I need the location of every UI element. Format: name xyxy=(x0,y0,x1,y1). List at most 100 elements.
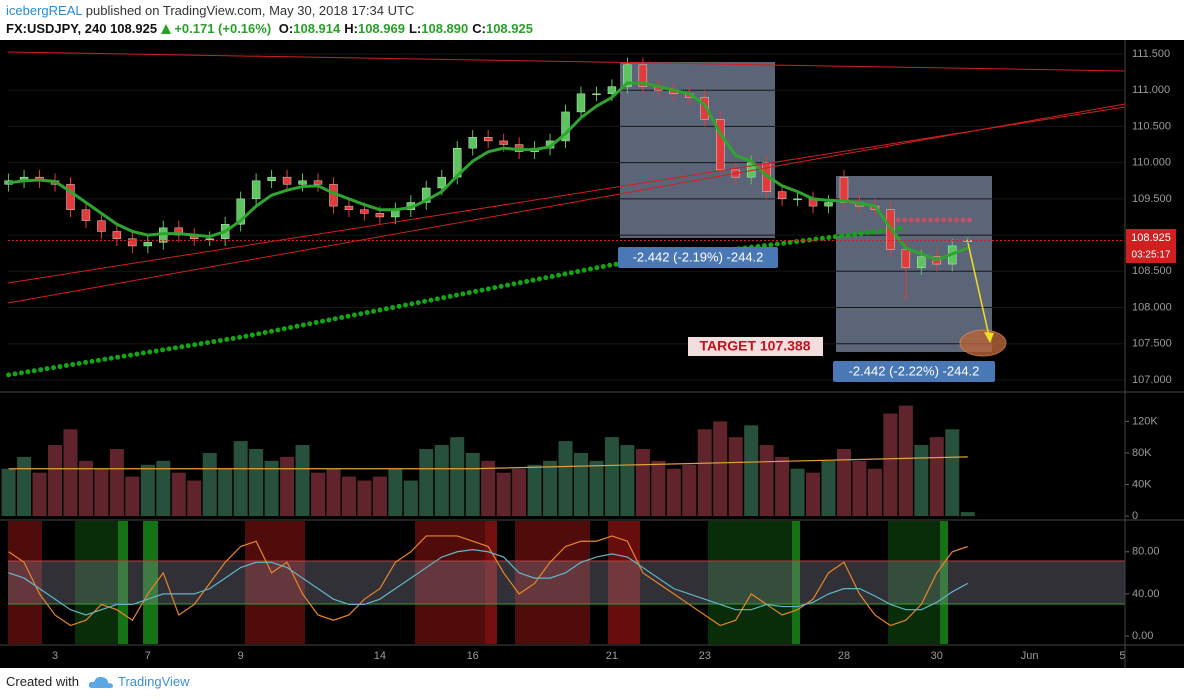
candle-body xyxy=(468,137,477,149)
volume-bar xyxy=(450,437,465,517)
volume-bar xyxy=(821,460,836,517)
published: published on TradingView.com, May 30, 20… xyxy=(85,3,415,18)
header-line: FX:USDJPY, 240 108.925 +0.171 (+0.16%) O… xyxy=(6,21,533,36)
footer-text: Created with xyxy=(6,674,79,689)
volume-bar xyxy=(218,468,233,517)
arrow-head xyxy=(984,332,994,343)
ohlc-label: L: xyxy=(408,21,422,36)
author[interactable]: icebergREAL xyxy=(6,3,83,18)
ohlc-value: 108.914 xyxy=(293,21,341,36)
volume-bar xyxy=(233,441,248,517)
ohlc-value: 108.925 xyxy=(485,21,533,36)
volume-bar xyxy=(852,460,867,517)
volume-bar xyxy=(744,425,759,517)
volume-bar xyxy=(883,413,898,517)
x-tick-label: Jun xyxy=(1021,650,1039,662)
candle-body xyxy=(963,240,972,242)
change: +0.171 (+0.16%) xyxy=(174,21,272,36)
measure-label: -2.442 (-2.19%) -244.2 xyxy=(633,249,764,264)
volume-bar xyxy=(249,449,264,517)
y-tick-label: 108.000 xyxy=(1132,301,1172,313)
volume-bar xyxy=(388,468,403,517)
candle-body xyxy=(716,118,725,171)
y-tick-label: 111.500 xyxy=(1132,48,1170,60)
volume-bar xyxy=(945,429,960,517)
price-label: 108.925 xyxy=(1131,232,1171,244)
candle-body xyxy=(344,205,354,210)
oscillator-line xyxy=(8,549,969,616)
volume-bar xyxy=(341,476,356,517)
ohlc-label: C: xyxy=(472,21,486,36)
volume-bar xyxy=(620,445,635,517)
ohlc-value: 108.969 xyxy=(357,21,405,36)
candle-body xyxy=(793,198,802,201)
candle-body xyxy=(251,180,261,200)
x-tick-label: 21 xyxy=(606,650,618,662)
y-tick-label: 110.000 xyxy=(1132,157,1171,169)
candle-body xyxy=(607,86,617,95)
arrow xyxy=(967,242,990,337)
trend-line xyxy=(7,106,1126,284)
price-label-box xyxy=(1126,229,1176,263)
logo xyxy=(88,676,113,688)
volume-bar xyxy=(295,445,310,517)
y-tick-label: 107.000 xyxy=(1132,374,1172,386)
volume-bar xyxy=(790,468,805,517)
volume-bar xyxy=(558,441,573,517)
volume-bar xyxy=(434,445,449,517)
candle-body xyxy=(375,213,385,218)
y-tick-label: 109.500 xyxy=(1132,193,1172,205)
oscillator-line xyxy=(8,535,968,627)
y-tick-label: 80.00 xyxy=(1132,546,1160,558)
volume-bar xyxy=(527,464,542,517)
volume-bar xyxy=(48,445,63,517)
target-label-box xyxy=(688,337,823,356)
volume-bar xyxy=(775,456,790,517)
volume-bar xyxy=(78,460,93,517)
candle-body xyxy=(282,176,292,185)
ohlc-value: 108.890 xyxy=(421,21,469,36)
volume-bar xyxy=(929,437,944,517)
volume-ma xyxy=(8,456,968,470)
volume-bar xyxy=(960,512,975,517)
footer-brand[interactable]: TradingView xyxy=(118,674,190,689)
volume-bar xyxy=(836,449,851,517)
candle-body xyxy=(143,242,153,247)
y-tick-label: 110.500 xyxy=(1132,120,1171,132)
y-tick-label: 0.00 xyxy=(1132,630,1153,642)
volume-bar xyxy=(372,476,387,517)
volume-bar xyxy=(666,468,681,517)
candle-body xyxy=(592,93,601,96)
volume-bar xyxy=(806,472,821,517)
trend-line xyxy=(7,51,1126,72)
candle-body xyxy=(561,111,570,142)
candle-body xyxy=(313,180,323,185)
candle-body xyxy=(824,202,833,207)
volume-bar xyxy=(125,476,140,517)
candle-body xyxy=(128,238,137,247)
volume-bar xyxy=(419,449,434,517)
volume-bar xyxy=(573,452,588,517)
candle-body xyxy=(576,93,586,113)
symbol: FX:USDJPY, 240 xyxy=(6,21,107,36)
countdown: 03:25:17 xyxy=(1132,250,1171,261)
volume-bar xyxy=(63,429,78,517)
y-tick-label: 107.500 xyxy=(1132,338,1172,350)
candle-body xyxy=(499,140,508,145)
candle-body xyxy=(81,209,91,221)
volume-bar xyxy=(496,472,511,517)
volume-bar xyxy=(357,480,372,517)
y-tick-label: 0 xyxy=(1132,510,1138,522)
x-tick-label: 28 xyxy=(838,650,850,662)
candle-body xyxy=(236,198,245,225)
volume-bar xyxy=(898,405,913,517)
volume-bar xyxy=(465,452,480,517)
volume-bar xyxy=(512,468,527,517)
volume-bar xyxy=(326,468,341,517)
volume-bar xyxy=(697,429,712,517)
ohlc: O:108.914 H:108.969 L:108.890 C:108.925 xyxy=(275,21,533,36)
y-tick-label: 40K xyxy=(1132,478,1152,490)
volume-bar xyxy=(94,468,109,517)
x-tick-label: 14 xyxy=(374,650,386,662)
